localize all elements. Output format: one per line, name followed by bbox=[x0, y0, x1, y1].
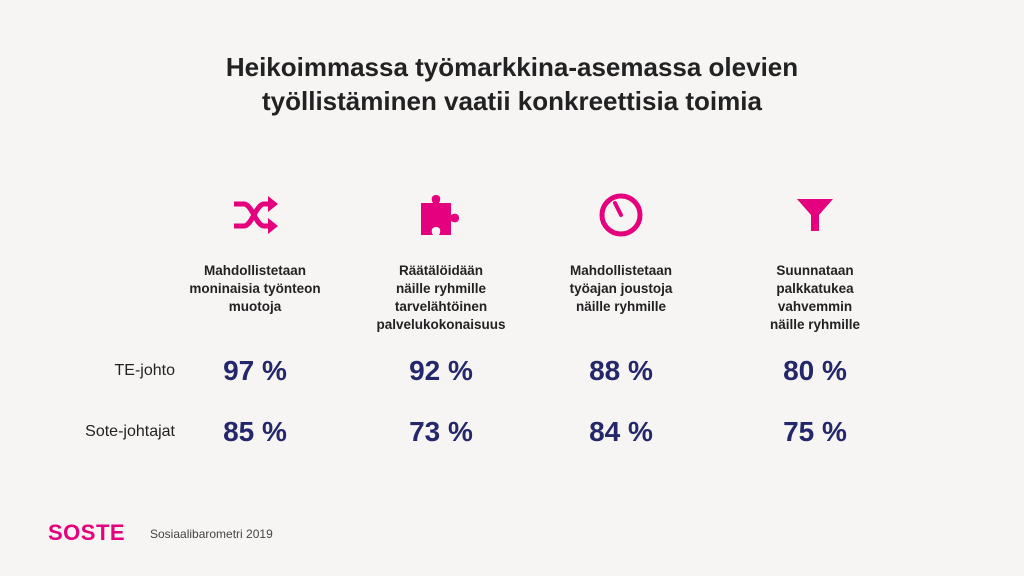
label-line: vahvemmin bbox=[777, 299, 853, 314]
label-line: Suunnataan bbox=[776, 263, 854, 278]
column-label: Suunnataan palkkatukea vahvemmin näille … bbox=[770, 262, 860, 352]
label-line: Mahdollistetaan bbox=[203, 263, 306, 278]
funnel-icon bbox=[790, 190, 840, 240]
label-line: Räätälöidään bbox=[398, 263, 483, 278]
row-label-sote-johtajat: Sote-johtajat bbox=[85, 423, 175, 440]
column-label: Mahdollistetaan moninaisia työnteon muot… bbox=[189, 262, 320, 352]
puzzle-icon bbox=[416, 190, 466, 240]
column-diverse-work: Mahdollistetaan moninaisia työnteon muot… bbox=[170, 190, 340, 352]
title-line: työllistäminen vaatii konkreettisia toim… bbox=[262, 86, 762, 116]
column-label: Mahdollistetaan työajan joustoja näille … bbox=[570, 262, 673, 352]
label-line: työajan joustoja bbox=[569, 281, 673, 296]
soste-logo: SOSTE bbox=[48, 520, 126, 545]
label-line: näille ryhmille bbox=[769, 317, 861, 332]
title-line: Heikoimmassa työmarkkina-asemassa olevie… bbox=[225, 52, 799, 82]
column-label: Räätälöidään näille ryhmille tarvelähtöi… bbox=[376, 262, 505, 352]
label-line: palvelukokonaisuus bbox=[376, 317, 506, 332]
value-te-johto-col3: 88 % bbox=[589, 355, 653, 386]
value-sote-col3: 84 % bbox=[589, 416, 653, 447]
value-te-johto-col4: 80 % bbox=[783, 355, 847, 386]
value-te-johto-col2: 92 % bbox=[409, 355, 473, 386]
label-line: muotoja bbox=[228, 299, 282, 314]
row-label-te-johto: TE-johto bbox=[114, 362, 175, 379]
label-line: moninaisia työnteon bbox=[189, 281, 321, 296]
source-caption: Sosiaalibarometri 2019 bbox=[150, 527, 273, 541]
value-sote-col4: 75 % bbox=[783, 416, 847, 447]
column-tailored-services: Räätälöidään näille ryhmille tarvelähtöi… bbox=[356, 190, 526, 352]
label-line: näille ryhmille bbox=[395, 281, 487, 296]
shuffle-icon bbox=[230, 190, 280, 240]
value-sote-col2: 73 % bbox=[409, 416, 473, 447]
column-wage-subsidy: Suunnataan palkkatukea vahvemmin näille … bbox=[730, 190, 900, 352]
value-te-johto-col1: 97 % bbox=[223, 355, 287, 386]
label-line: näille ryhmille bbox=[575, 299, 667, 314]
page-title: Heikoimmassa työmarkkina-asemassa olevie… bbox=[0, 50, 1024, 118]
column-flexible-hours: Mahdollistetaan työajan joustoja näille … bbox=[536, 190, 706, 352]
label-line: tarvelähtöinen bbox=[394, 299, 488, 314]
label-line: Mahdollistetaan bbox=[569, 263, 672, 278]
clock-icon bbox=[596, 190, 646, 240]
label-line: palkkatukea bbox=[776, 281, 854, 296]
value-sote-col1: 85 % bbox=[223, 416, 287, 447]
